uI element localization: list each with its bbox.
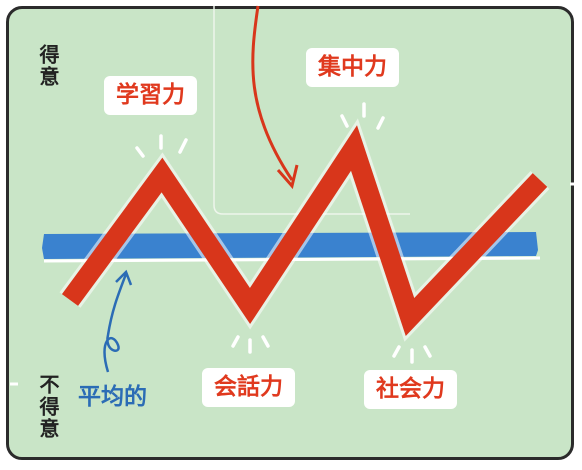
- peak-tag-focus: 集中力: [306, 48, 399, 87]
- peak-tag-learning: 学習力: [104, 76, 197, 115]
- sparkle-peak-2: [340, 102, 385, 130]
- sparkle-valley-1: [231, 335, 270, 354]
- average-pointer: [103, 273, 128, 373]
- pointer-arrow: [251, 5, 294, 181]
- sparkle-peak-1: [135, 134, 188, 158]
- sparkle-valley-2: [392, 345, 432, 364]
- valley-tag-conversation: 会話力: [202, 368, 295, 407]
- axis-bottom-label: 不得意: [36, 374, 60, 440]
- average-pointer-head: [115, 269, 133, 286]
- valley-tag-social: 社会力: [364, 370, 457, 409]
- zigzag-stroke: [61, 125, 548, 336]
- average-label: 平均的: [78, 384, 147, 410]
- axis-top-label: 得意: [36, 44, 60, 88]
- faint-card-outline: [213, 6, 410, 215]
- pointer-arrow-head: [276, 164, 299, 190]
